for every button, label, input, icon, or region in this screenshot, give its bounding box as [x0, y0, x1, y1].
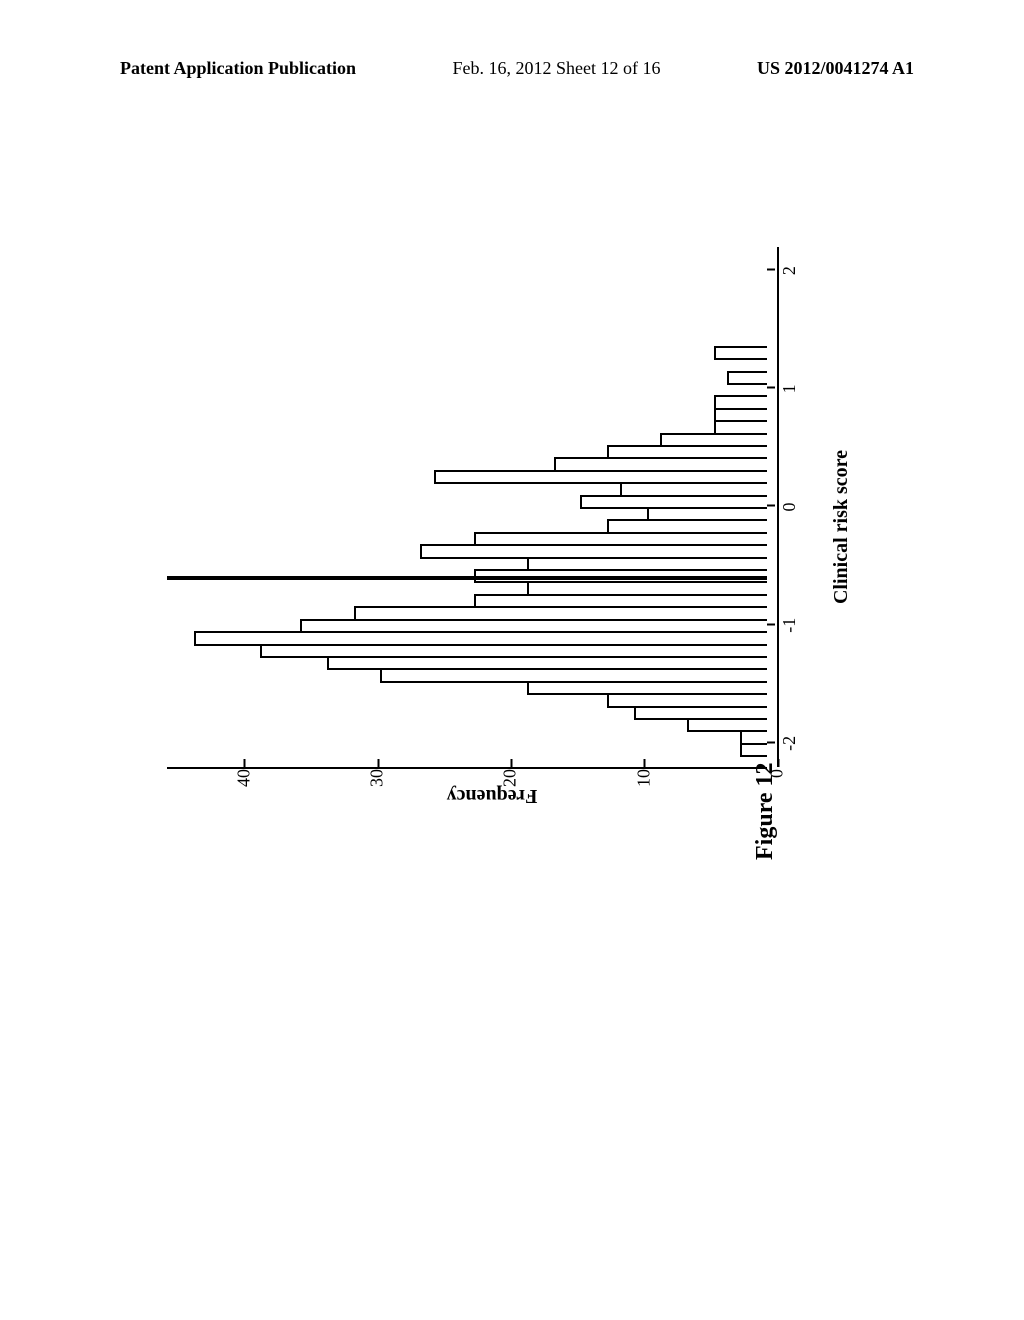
- histogram-bar: [740, 743, 767, 757]
- histogram-bar: [714, 408, 767, 422]
- figure-frame: 010203040 Frequency -2-1012 Clinical ris…: [112, 160, 872, 1140]
- header-pub-number: US 2012/0041274 A1: [757, 58, 914, 79]
- tick-mark: [767, 623, 775, 625]
- threshold-vline: [167, 576, 767, 580]
- histogram-bar: [327, 656, 767, 670]
- x-tick: 1: [779, 384, 800, 393]
- x-tick: -1: [779, 618, 800, 633]
- histogram-bar: [647, 507, 767, 521]
- histogram-chart: 010203040 Frequency -2-1012 Clinical ris…: [137, 207, 847, 847]
- histogram-bar: [354, 606, 767, 620]
- tick-mark: [767, 387, 775, 389]
- histogram-bar: [714, 346, 767, 360]
- plot-area: [167, 247, 767, 767]
- histogram-bar: [260, 644, 767, 658]
- histogram-bar: [194, 631, 767, 645]
- histogram-bar: [620, 482, 767, 496]
- x-tick: 0: [779, 503, 800, 512]
- header-date-sheet: Feb. 16, 2012 Sheet 12 of 16: [453, 58, 661, 79]
- histogram-bar: [474, 594, 767, 608]
- tick-mark: [767, 269, 775, 271]
- histogram-bar: [714, 395, 767, 409]
- histogram-bar: [687, 718, 767, 732]
- histogram-bar: [554, 457, 767, 471]
- y-axis-label: Frequency: [447, 784, 538, 807]
- y-tick: 40: [233, 769, 254, 807]
- x-axis-ticks: -2 -1 0 1 2: [779, 247, 819, 767]
- histogram-bar: [300, 619, 767, 633]
- y-tick: 10: [633, 769, 654, 807]
- y-tick: 30: [367, 769, 388, 807]
- histogram-bar: [474, 532, 767, 546]
- tick-mark: [767, 505, 775, 507]
- histogram-bar: [607, 693, 767, 707]
- histogram-bar: [607, 445, 767, 459]
- histogram-bar: [580, 495, 767, 509]
- header-pub-type: Patent Application Publication: [120, 58, 356, 79]
- histogram-bar: [527, 681, 767, 695]
- tick-mark: [767, 741, 775, 743]
- histogram-bar: [740, 730, 767, 744]
- figure-caption: Figure 12: [752, 762, 779, 860]
- histogram-bar: [434, 470, 767, 484]
- bars-container: [167, 247, 767, 767]
- page-header: Patent Application Publication Feb. 16, …: [0, 58, 1024, 79]
- histogram-bar: [527, 582, 767, 596]
- histogram-bar: [607, 519, 767, 533]
- x-tick: 2: [779, 266, 800, 275]
- x-axis-label: Clinical risk score: [830, 450, 853, 604]
- histogram-bar: [380, 668, 767, 682]
- histogram-bar: [420, 544, 767, 558]
- histogram-bar: [660, 433, 767, 447]
- x-tick: -2: [779, 736, 800, 751]
- histogram-bar: [727, 371, 767, 385]
- histogram-bar: [634, 706, 767, 720]
- histogram-bar: [714, 420, 767, 434]
- histogram-bar: [527, 557, 767, 571]
